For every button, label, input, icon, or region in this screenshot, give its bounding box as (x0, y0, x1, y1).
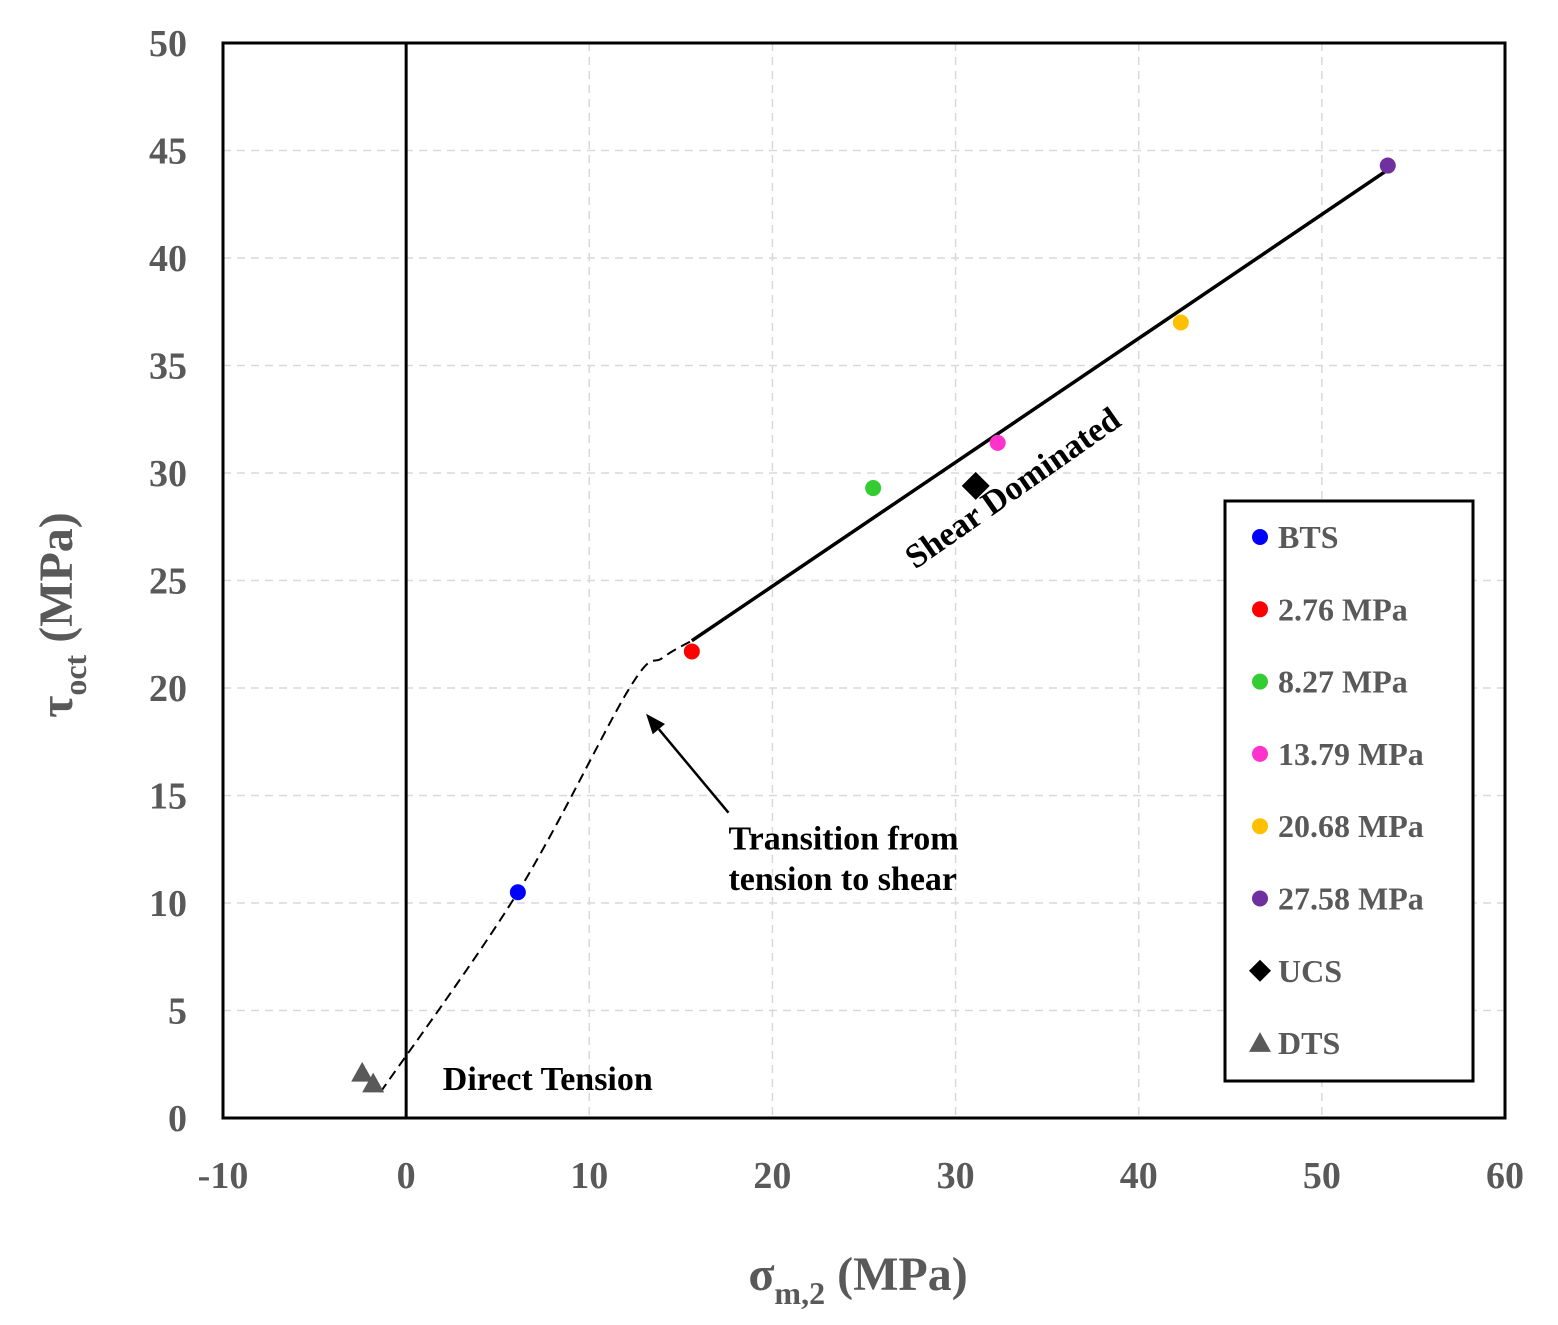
y-tick-label: 40 (149, 238, 187, 280)
point-bts (509, 884, 526, 901)
annotation-tension-to-shear: tension to shear (728, 861, 957, 898)
point-20-68-mpa (1172, 314, 1189, 331)
annotations: Shear Dominated Direct Tension Transition … (443, 401, 1128, 1098)
x-tick-label: 0 (397, 1155, 416, 1197)
legend-label-13-79-mpa: 13.79 MPa (1278, 736, 1424, 772)
arrow-shaft (657, 728, 730, 814)
x-tick-label: 30 (937, 1155, 975, 1197)
x-axis-title: σm,2 (MPa) (748, 1248, 967, 1311)
y-axis-title-unit: (MPa) (30, 512, 83, 655)
x-axis-title-sub: m,2 (774, 1275, 825, 1311)
y-tick-label: 30 (149, 453, 187, 495)
legend-marker-dts (1249, 1032, 1271, 1052)
legend-marker-20-68-mpa (1252, 818, 1268, 835)
fit-lines (379, 168, 1389, 1093)
legend-marker-2-76-mpa (1252, 601, 1268, 618)
point-ucs (961, 471, 990, 500)
y-axis-title-main: τ (30, 696, 83, 718)
annotation-shear-dominated: Shear Dominated (899, 401, 1128, 577)
legend-marker-bts (1252, 529, 1268, 545)
y-tick-label: 25 (149, 561, 187, 603)
y-tick-label: 20 (149, 668, 187, 710)
y-tick-label: 0 (168, 1098, 187, 1140)
transition-curve (379, 639, 693, 1093)
legend-marker-13-79-mpa (1252, 745, 1268, 762)
point-13-79-mpa (989, 434, 1006, 451)
legend-marker-27-58-mpa (1252, 890, 1268, 907)
legend-label-ucs: UCS (1278, 953, 1342, 989)
y-tick-label: 50 (149, 23, 187, 65)
point-27-58-mpa (1379, 157, 1396, 174)
y-tick-label: 10 (149, 883, 187, 925)
x-tick-label: 20 (753, 1155, 791, 1197)
x-tick-label: 50 (1303, 1155, 1341, 1197)
x-tick-label: 40 (1120, 1155, 1158, 1197)
point-2-76-mpa (683, 643, 700, 660)
y-tick-label: 35 (149, 346, 187, 388)
annotation-transition-from: Transition from (728, 820, 958, 857)
data-points (351, 157, 1396, 1093)
legend-label-2-76-mpa: 2.76 MPa (1278, 591, 1408, 627)
x-axis-title-main: σ (748, 1248, 774, 1301)
y-tick-label: 15 (149, 776, 187, 818)
legend-label-8-27-mpa: 8.27 MPa (1278, 664, 1408, 700)
legend-label-20-68-mpa: 20.68 MPa (1278, 808, 1424, 844)
point-8-27-mpa (865, 480, 882, 497)
y-axis-title-sub: oct (57, 654, 93, 695)
annotation-direct-tension: Direct Tension (443, 1061, 653, 1098)
y-axis-title: τoct (MPa) (30, 512, 93, 718)
x-tick-label: 10 (570, 1155, 608, 1197)
legend-label-dts: DTS (1278, 1025, 1340, 1061)
tick-labels: -10 0 10 20 30 40 50 60 0 5 10 15 20 25 30 35 40 45 50 (149, 23, 1524, 1197)
arrow-head (646, 713, 666, 735)
legend-box (1223, 499, 1475, 1083)
legend-marker-8-27-mpa (1252, 673, 1268, 690)
plot-area-border (221, 41, 1507, 1120)
legend-label-27-58-mpa: 27.58 MPa (1278, 881, 1424, 917)
y-tick-label: 45 (149, 131, 187, 173)
legend: BTS 2.76 MPa 8.27 MPa 13.79 MPa 20.68 MPa 27.… (1223, 499, 1475, 1083)
x-tick-label: -10 (198, 1155, 249, 1197)
legend-label-bts: BTS (1278, 519, 1338, 555)
x-axis-title-unit: (MPa) (825, 1248, 968, 1301)
point-dts (362, 1072, 385, 1093)
point-dts (351, 1061, 374, 1082)
legend-items: BTS 2.76 MPa 8.27 MPa 13.79 MPa 20.68 MPa 27.… (1249, 519, 1424, 1061)
legend-marker-ucs (1249, 959, 1271, 982)
x-tick-label: 60 (1486, 1155, 1524, 1197)
y-tick-label: 5 (168, 991, 187, 1033)
shear-envelope-line (690, 168, 1389, 643)
